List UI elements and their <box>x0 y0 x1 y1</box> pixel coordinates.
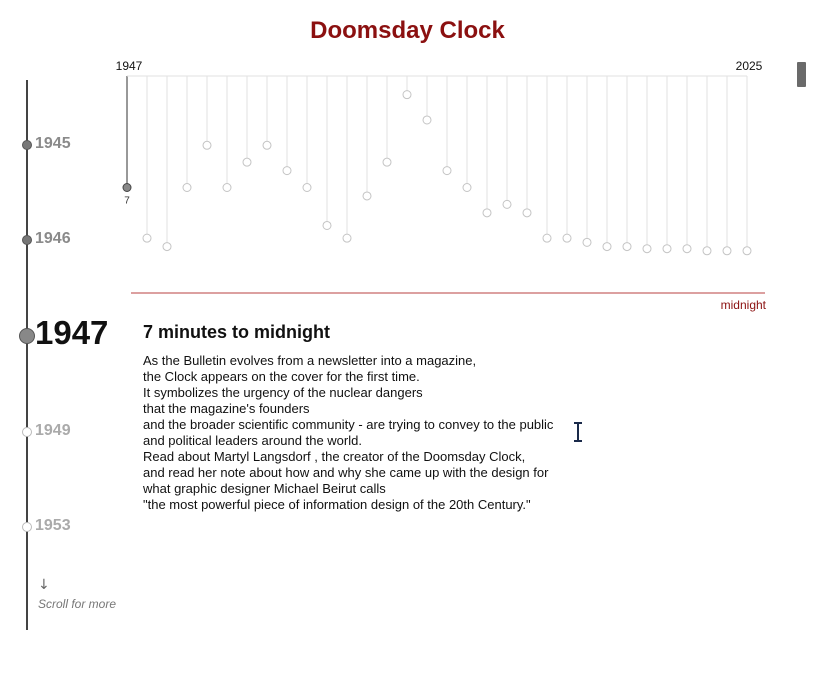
story-line: and political leaders around the world. <box>143 433 362 448</box>
chart-point[interactable] <box>582 237 592 247</box>
chart-point[interactable] <box>662 244 672 254</box>
timeline-axis <box>26 80 28 630</box>
chart-point[interactable] <box>202 140 212 150</box>
chart-point[interactable] <box>242 157 252 167</box>
chart-point[interactable] <box>322 220 332 230</box>
story-line: As the Bulletin evolves from a newslette… <box>143 353 477 368</box>
scroll-hint-text: Scroll for more <box>38 597 117 611</box>
timeline-year-label-current: 1947 <box>35 314 109 351</box>
highlight-value-label: 7 <box>124 196 130 207</box>
story-line: It symbolizes the urgency of the nuclear… <box>143 385 423 400</box>
timeline-year-label: 1953 <box>35 517 71 534</box>
story-line: "the most powerful piece of information … <box>143 497 531 512</box>
chart-point[interactable] <box>362 191 372 201</box>
midnight-label: midnight <box>721 298 767 312</box>
scrollbar-thumb[interactable] <box>797 62 806 87</box>
chart-point[interactable] <box>142 233 152 243</box>
text-cursor-icon <box>574 422 582 442</box>
chart-point[interactable] <box>542 233 552 243</box>
scroll-hint: ↓ Scroll for more <box>38 577 116 612</box>
chart-point[interactable] <box>702 246 712 256</box>
doomsday-chart: 1947 2025 midnight 7 <box>116 59 767 312</box>
x-end-label: 2025 <box>736 59 763 73</box>
story-line: that the magazine's founders <box>143 401 310 416</box>
story-panel: 7 minutes to midnight As the Bulletin ev… <box>143 322 703 513</box>
chart-point[interactable] <box>422 115 432 125</box>
story-line: the Clock appears on the cover for the f… <box>143 369 420 384</box>
timeline-dot-current <box>19 328 35 344</box>
chart-point[interactable] <box>342 233 352 243</box>
timeline-dot <box>22 522 32 532</box>
chart-point[interactable] <box>182 183 192 192</box>
chart-point[interactable] <box>402 90 412 100</box>
chart-point[interactable] <box>262 140 272 150</box>
arrow-down-icon: ↓ <box>38 577 50 593</box>
story-body: As the Bulletin evolves from a newslette… <box>143 353 703 513</box>
story-line: and the broader scientific community - a… <box>143 417 554 432</box>
chart-point[interactable] <box>522 208 532 218</box>
chart-point[interactable] <box>602 242 612 252</box>
chart-stems <box>126 75 748 251</box>
chart-point[interactable] <box>122 183 132 192</box>
chart-point[interactable] <box>682 244 692 254</box>
chart-point[interactable] <box>222 183 232 192</box>
chart-point[interactable] <box>502 199 512 209</box>
chart-point[interactable] <box>462 183 472 192</box>
story-heading: 7 minutes to midnight <box>143 322 330 342</box>
page-title: Doomsday Clock <box>310 17 505 44</box>
timeline-year-label: 1949 <box>35 422 71 439</box>
chart-point[interactable] <box>722 246 732 256</box>
chart-point[interactable] <box>282 166 292 176</box>
story-line: and read her note about how and why she … <box>143 465 549 480</box>
timeline-year-label: 1946 <box>35 230 71 247</box>
chart-point[interactable] <box>642 244 652 254</box>
story-line: Read about Martyl Langsdorf , the creato… <box>143 449 526 464</box>
chart-points <box>122 90 752 256</box>
story-line: what graphic designer Michael Beirut cal… <box>143 481 386 496</box>
chart-point[interactable] <box>302 183 312 192</box>
timeline-dot <box>22 427 32 437</box>
x-start-label: 1947 <box>116 59 143 73</box>
chart-point[interactable] <box>562 233 572 243</box>
chart-point[interactable] <box>442 166 452 176</box>
chart-point[interactable] <box>482 208 492 218</box>
timeline-dot <box>22 235 32 245</box>
chart-point[interactable] <box>162 242 172 252</box>
timeline-dot <box>22 140 32 150</box>
timeline-year-label: 1945 <box>35 135 71 152</box>
chart-point[interactable] <box>622 242 632 252</box>
chart-point[interactable] <box>742 246 752 256</box>
chart-point[interactable] <box>382 157 392 167</box>
